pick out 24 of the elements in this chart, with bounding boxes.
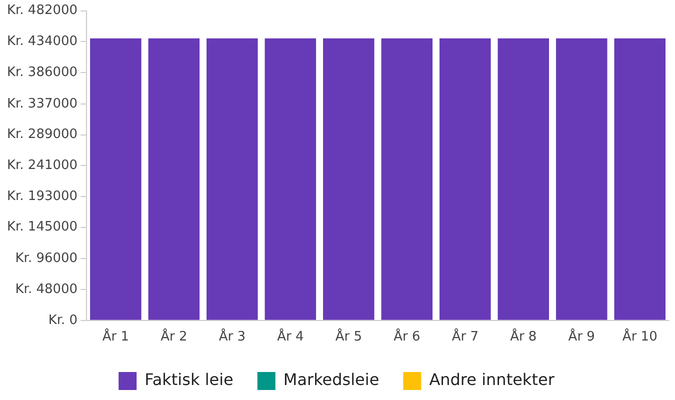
x-tick-label: År 9 [568, 328, 595, 345]
legend-label: Markedsleie [283, 370, 380, 390]
y-tick-label: Kr. 48000 [15, 282, 78, 297]
y-tick-label: Kr. 386000 [6, 64, 78, 80]
y-tick-label: Kr. 96000 [15, 251, 78, 266]
y-tick-label: Kr. 145000 [6, 220, 78, 235]
x-tick-label: År 7 [452, 328, 478, 345]
x-tick-label: År 6 [394, 328, 420, 345]
legend-label: Andre inntekter [429, 370, 555, 390]
y-tick-label: Kr. 193000 [6, 188, 78, 204]
y-tick-label: Kr. 0 [48, 312, 78, 328]
legend-label: Faktisk leie [144, 370, 234, 390]
x-tick-label: År 2 [160, 328, 188, 345]
x-tick-label: År 8 [510, 328, 537, 345]
x-tick-label: År 1 [102, 328, 130, 345]
x-tick-label: År 10 [622, 328, 658, 345]
x-tick-label: År 4 [277, 328, 304, 345]
x-tick-label: År 5 [335, 328, 362, 345]
y-tick-label: Kr. 241000 [6, 158, 78, 173]
y-tick-label: Kr. 434000 [6, 34, 78, 50]
y-tick-label: Kr. 289000 [6, 127, 78, 142]
y-tick-label: Kr. 482000 [6, 3, 78, 18]
y-tick-label: Kr. 337000 [6, 96, 78, 112]
x-tick-label: År 3 [218, 328, 246, 345]
